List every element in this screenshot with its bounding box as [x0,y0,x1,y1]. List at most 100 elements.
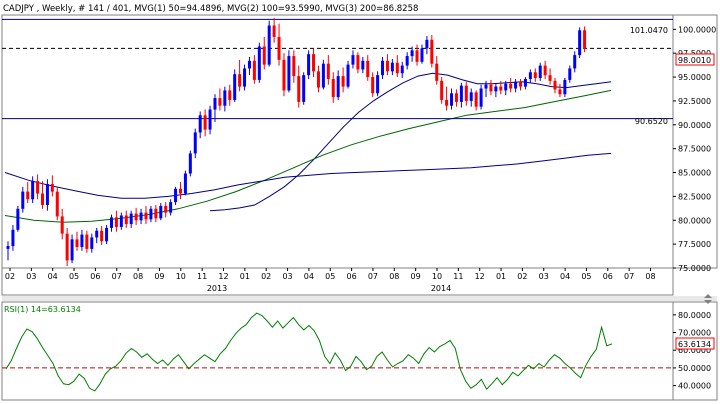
candle [70,234,74,264]
candle [40,181,44,209]
month-tick-label: 02 [5,272,15,281]
price-tick-label: 80.0000 [678,216,711,225]
candle [430,35,434,68]
candle [21,186,25,213]
candle [464,81,468,106]
candle [390,58,394,76]
candle [307,50,311,79]
rsi-tick-label: 40.0000 [678,382,711,391]
rsi-current-label: 63.6134 [678,340,711,349]
candle [450,88,454,110]
candle [514,78,518,93]
month-tick-label: 10 [432,272,442,281]
month-tick-label: 05 [69,272,79,281]
candle [26,182,30,204]
candle [139,208,143,225]
panel-resize-icon[interactable] [704,294,712,304]
month-tick-label: 07 [112,272,122,281]
price-tick-label: 92.5000 [678,97,711,106]
candle [504,80,508,96]
candle [45,179,49,211]
current-price-label: 98.0010 [678,56,711,65]
ma-line [4,89,612,223]
candle [198,111,202,139]
candle [287,50,291,93]
candle [36,174,40,200]
month-tick-label: 07 [624,272,634,281]
rsi-tick-label: 80.0000 [678,311,711,320]
candle [193,128,197,159]
candle [425,36,429,55]
candle [144,205,148,225]
rsi-current-tag [675,337,715,350]
rsi-series: 80.0000 70.0000 60.0000 50.0000 40.0000 [2,311,711,392]
candle [159,203,163,221]
month-tick-label: 03 [26,272,36,281]
candle [400,61,404,79]
month-tick-label: 12 [475,272,485,281]
candle [6,241,10,261]
candle [479,84,483,110]
price-tick-label: 77.5000 [678,240,711,249]
candle [203,109,207,137]
candle [445,86,449,111]
month-tick-label: 02 [261,272,271,281]
candle [351,50,355,69]
candle [509,78,513,93]
candle [568,65,572,83]
month-tick-label: 01 [240,272,250,281]
candle [494,83,498,98]
candle [60,208,64,240]
current-price-tag [675,53,715,66]
candle [543,60,547,79]
candle [65,227,69,267]
candle [80,229,84,251]
candle [499,80,503,95]
price-tick-label: 85.0000 [678,169,711,178]
price-tick-label: 90.0000 [678,121,711,130]
chart-header: CADJPY , Weekly, # 141 / 401, MVG(1) 50=… [3,4,418,14]
candle [114,210,118,232]
candle [316,65,320,93]
candle [50,175,54,197]
candle [454,89,458,107]
price-tick-label: 100.0000 [678,25,716,34]
month-tick-label: 09 [411,272,421,281]
month-tick-label: 01 [496,272,506,281]
month-tick-label: 11 [197,272,207,281]
candle [578,27,582,58]
moving-averages [4,72,612,223]
candle [11,225,15,251]
month-tick-label: 03 [282,272,292,281]
candle [469,88,473,107]
candle [124,210,128,228]
panel-splitter[interactable] [2,296,717,301]
candle [233,69,237,102]
candle [459,82,463,108]
candle [257,42,261,83]
candle [238,59,242,92]
candle [538,62,542,81]
candle [90,233,94,253]
candle [326,55,330,85]
candle [474,90,478,111]
candle [134,207,138,226]
candle [267,20,271,67]
month-tick-label: 04 [304,272,314,281]
candle [440,77,444,104]
candle [361,57,365,74]
candle [282,53,286,97]
month-tick-label: 05 [581,272,591,281]
candle [385,54,389,76]
candle [410,46,414,62]
candle [213,94,217,122]
price-tick-label: 82.5000 [678,192,711,201]
candle [376,71,380,97]
candle [164,202,168,218]
candle [178,182,182,200]
candle [489,79,493,96]
candle [105,225,109,245]
month-tick-label: 11 [453,272,463,281]
candle [292,50,296,83]
